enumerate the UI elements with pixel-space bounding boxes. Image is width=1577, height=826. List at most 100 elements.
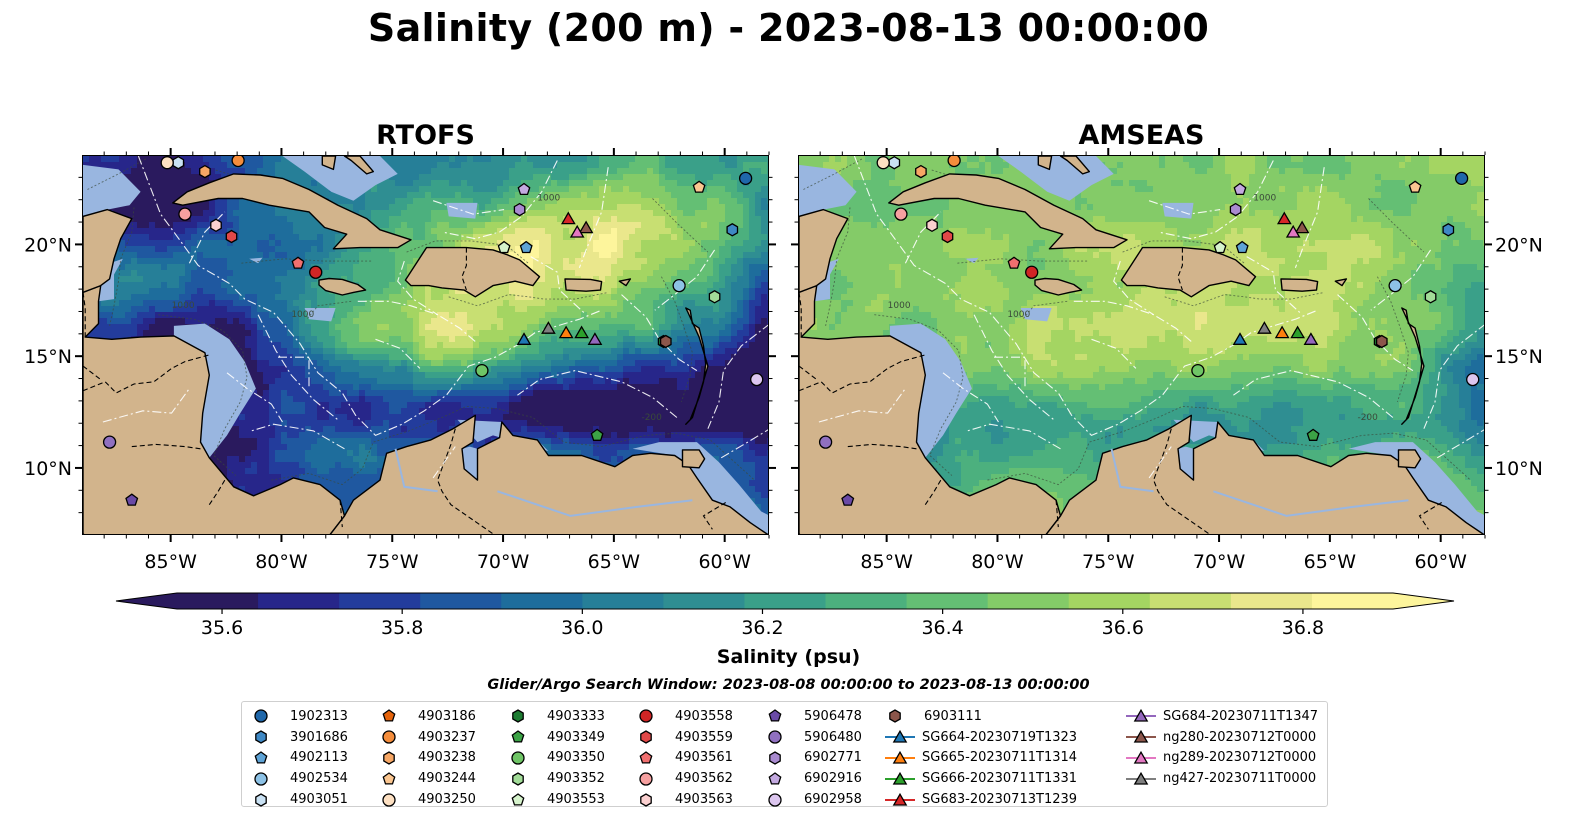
marker-4903562	[894, 207, 908, 221]
legend-label: 4903186	[418, 708, 476, 724]
legend-marker-shape	[768, 730, 782, 744]
marker-4902534	[1388, 278, 1402, 293]
legend-marker	[885, 730, 915, 743]
marker-1902313	[738, 171, 753, 186]
observation-markers	[83, 156, 764, 534]
legend-item: 5906480	[764, 727, 862, 748]
legend-marker	[769, 751, 781, 765]
marker-SG666-20230711T1331	[1290, 325, 1306, 339]
legend-label: ng427-20230711T0000	[1163, 771, 1317, 787]
legend-marker-shape	[382, 709, 396, 722]
marker-6902958	[750, 372, 764, 387]
legend-marker-shape	[892, 792, 908, 806]
legend-marker-shape	[254, 751, 268, 764]
colorbar-tick-label: 36.2	[741, 617, 784, 639]
eez-boundaries	[102, 156, 768, 479]
marker-SG683-20230713T1239	[560, 211, 576, 225]
lon-tick-label: 80°W	[971, 551, 1024, 573]
observation-markers	[799, 156, 1480, 534]
legend-item: 4903238	[378, 748, 476, 769]
legend-item: 4903563	[635, 789, 733, 810]
contour-label: 1000	[172, 301, 195, 311]
legend-marker-shape	[382, 771, 396, 785]
legend-column: 4903558 4903559 4903561 4903562 4903563	[635, 706, 733, 810]
marker-SG684-20230711T1347	[1303, 332, 1319, 345]
map-panel-rtofs[interactable]: 1000 1000 -200 1000	[82, 155, 769, 535]
lat-tick-label: 10°N	[24, 458, 72, 480]
legend-marker-shape	[382, 792, 396, 807]
legend-item: SG683-20230713T1239	[884, 789, 1077, 810]
marker-ng427-20230711T0000	[541, 321, 556, 334]
legend-marker-shape	[511, 792, 525, 806]
contour-label: -200	[1357, 413, 1378, 423]
legend-marker	[511, 730, 525, 743]
marker-ng280-20230712T0000	[578, 220, 594, 234]
legend-marker	[254, 772, 268, 786]
legend-marker-shape	[383, 751, 395, 765]
legend-label: 4903350	[547, 750, 605, 766]
marker-3901686	[1442, 223, 1455, 237]
legend-item: 6902771	[764, 748, 862, 769]
marker-4902534	[672, 278, 686, 293]
legend-marker-shape	[639, 772, 653, 786]
marker-4903237	[947, 156, 961, 168]
legend-column: SG684-20230711T1347 ng280-20230712T0000 ng…	[1125, 706, 1318, 789]
lon-tick-label: 75°W	[366, 551, 419, 573]
lon-tick-label: 85°W	[860, 551, 913, 573]
legend-marker	[1126, 750, 1156, 764]
map-rtofs[interactable]: 1000 1000 -200 1000	[83, 156, 769, 535]
colorbar-tick-label: 36.4	[921, 617, 964, 639]
lat-tick-label: 20°N	[1495, 234, 1543, 256]
marker-4903561	[291, 256, 305, 269]
contour-label: 1000	[291, 310, 314, 320]
legend-marker-shape	[639, 751, 653, 764]
lon-tick-label: 65°W	[1304, 551, 1357, 573]
marker-4903563	[210, 218, 222, 233]
legend-item: 4903250	[378, 789, 476, 810]
legend-marker-shape	[640, 730, 652, 744]
marker-ng289-20230712T0000	[569, 224, 585, 238]
marker-4903250	[876, 156, 890, 170]
marker-SG684-20230711T1347	[587, 332, 603, 345]
panel-title-amseas: AMSEAS	[1078, 120, 1205, 151]
colorbar-segment	[177, 593, 259, 609]
legend-marker-shape	[254, 709, 268, 724]
legend-column: 4903333 4903349 4903350 4903352 4903553	[507, 706, 605, 810]
legend-label: 4903349	[547, 729, 605, 745]
legend-marker	[885, 750, 915, 764]
marker-6902916	[1233, 182, 1247, 196]
legend-item: 4903352	[507, 768, 605, 789]
legend-item: 4903562	[635, 768, 733, 789]
map-panel-amseas[interactable]: 1000 1000 -200 1000	[798, 155, 1485, 535]
marker-SG665-20230711T1314	[558, 325, 574, 339]
marker-4903352	[708, 290, 721, 304]
marker-SG666-20230711T1331	[574, 325, 590, 339]
marker-3901686	[726, 223, 739, 237]
legend-marker-shape	[255, 730, 267, 744]
colorbar-tick-label: 36.8	[1281, 617, 1325, 639]
legend-label: 4903244	[418, 771, 476, 787]
legend-marker	[512, 772, 524, 786]
marker-4903250	[160, 156, 174, 170]
marker-4903562	[178, 207, 192, 221]
legend-label: 4902113	[290, 750, 348, 766]
legend-label: 4903333	[547, 708, 605, 724]
legend-label: 4903563	[675, 792, 733, 808]
contour-label: 1000	[1007, 310, 1030, 320]
colorbar-segment	[1149, 593, 1232, 609]
marker-6902771	[1229, 202, 1242, 217]
legend-marker	[382, 709, 396, 722]
lon-tick-label: 85°W	[144, 551, 197, 573]
contour-label: -200	[641, 413, 662, 423]
legend-marker	[639, 751, 653, 764]
marker-4903238	[199, 164, 211, 179]
legend-label: 4903237	[418, 729, 476, 745]
lat-tick-label: 20°N	[24, 234, 72, 256]
legend-item: 4903561	[635, 748, 733, 769]
marker-4903186	[799, 533, 801, 534]
lon-tick-label: 65°W	[588, 551, 641, 573]
legend-item: ng289-20230712T0000	[1125, 748, 1318, 769]
map-amseas[interactable]: 1000 1000 -200 1000	[799, 156, 1485, 535]
marker-4903553	[497, 240, 511, 254]
legend-marker-shape	[1133, 709, 1149, 723]
